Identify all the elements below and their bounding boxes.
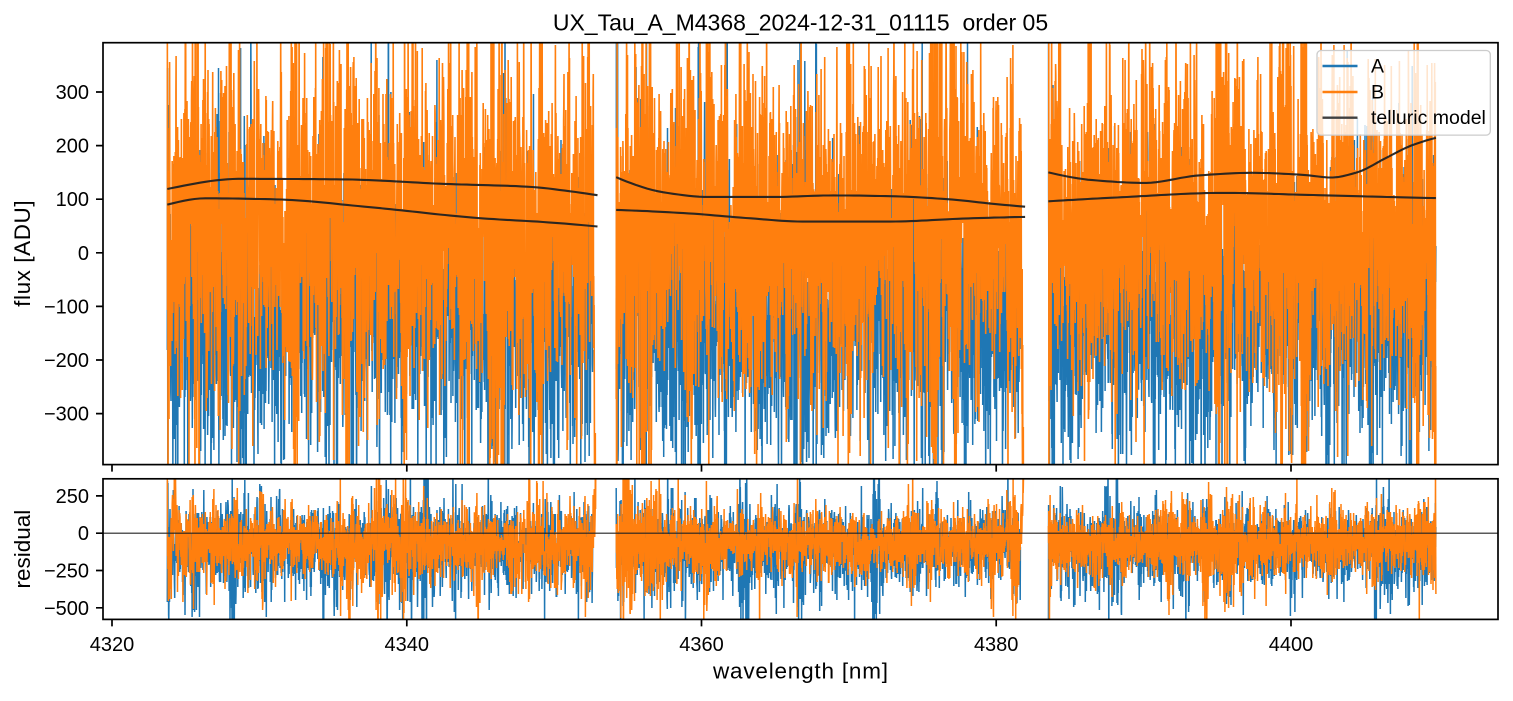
svg-text:−500: −500 (44, 598, 89, 620)
svg-text:4320: 4320 (90, 634, 135, 656)
svg-text:wavelength [nm]: wavelength [nm] (712, 658, 888, 683)
svg-text:B: B (1371, 82, 1384, 104)
svg-text:4340: 4340 (385, 634, 430, 656)
svg-text:300: 300 (56, 82, 89, 104)
svg-text:−250: −250 (44, 561, 89, 583)
svg-text:250: 250 (56, 486, 89, 508)
svg-text:−300: −300 (44, 404, 89, 426)
svg-text:residual: residual (10, 510, 35, 589)
svg-text:100: 100 (56, 189, 89, 211)
svg-text:UX_Tau_A_M4368_2024-12-31_0111: UX_Tau_A_M4368_2024-12-31_01115 order 05 (553, 9, 1048, 35)
svg-text:−100: −100 (44, 296, 89, 318)
svg-text:flux [ADU]: flux [ADU] (10, 200, 35, 307)
svg-text:4360: 4360 (679, 634, 724, 656)
svg-text:4400: 4400 (1269, 634, 1314, 656)
svg-text:−200: −200 (44, 350, 89, 372)
svg-text:4380: 4380 (974, 634, 1019, 656)
svg-text:200: 200 (56, 136, 89, 158)
svg-text:0: 0 (78, 243, 89, 265)
svg-text:telluric model: telluric model (1371, 107, 1486, 129)
svg-text:0: 0 (78, 523, 89, 545)
svg-text:A: A (1371, 56, 1384, 78)
